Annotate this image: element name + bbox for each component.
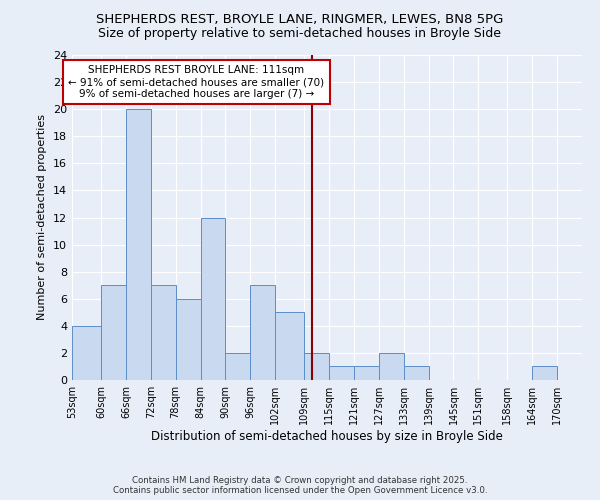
Bar [354,366,379,380]
Bar [250,285,275,380]
Bar [200,218,226,380]
Text: SHEPHERDS REST BROYLE LANE: 111sqm
← 91% of semi-detached houses are smaller (70: SHEPHERDS REST BROYLE LANE: 111sqm ← 91%… [68,66,325,98]
Text: Contains HM Land Registry data © Crown copyright and database right 2025.
Contai: Contains HM Land Registry data © Crown c… [113,476,487,495]
Bar [151,285,176,380]
Text: Size of property relative to semi-detached houses in Broyle Side: Size of property relative to semi-detach… [98,28,502,40]
Bar [126,109,151,380]
Bar [304,353,329,380]
Bar [226,353,250,380]
Y-axis label: Number of semi-detached properties: Number of semi-detached properties [37,114,47,320]
Text: SHEPHERDS REST, BROYLE LANE, RINGMER, LEWES, BN8 5PG: SHEPHERDS REST, BROYLE LANE, RINGMER, LE… [97,12,503,26]
Bar [176,298,200,380]
Bar [532,366,557,380]
Bar [404,366,428,380]
Bar [275,312,304,380]
X-axis label: Distribution of semi-detached houses by size in Broyle Side: Distribution of semi-detached houses by … [151,430,503,443]
Bar [101,285,126,380]
Bar [329,366,354,380]
Bar [379,353,404,380]
Bar [72,326,101,380]
